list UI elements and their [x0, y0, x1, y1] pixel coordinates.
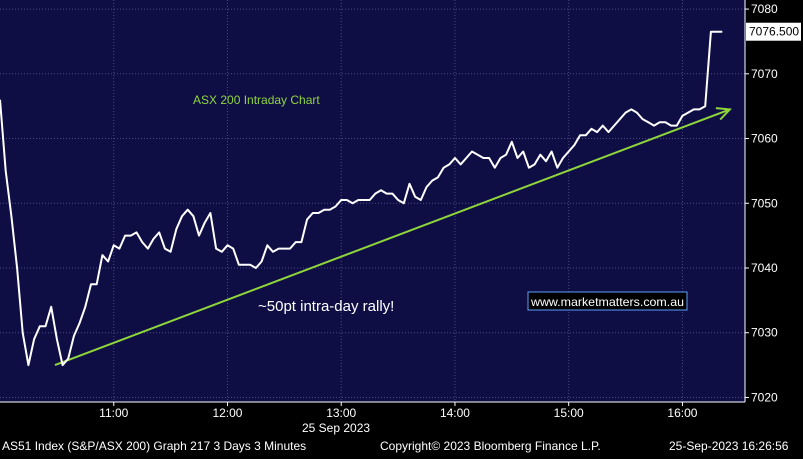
footer-center: Copyright© 2023 Bloomberg Finance L.P.	[380, 439, 601, 453]
axes: 7020 7030 7040 7050 7060 7070 7080 11:00 12:00 13…	[0, 0, 778, 420]
trend-line	[54, 108, 731, 367]
x-tick-label: 14:00	[440, 406, 470, 420]
x-axis-date-label: 25 Sep 2023	[302, 421, 370, 435]
x-tick-label: 11:00	[99, 406, 128, 420]
x-tick-label: 13:00	[326, 406, 356, 420]
y-tick-label: 7040	[751, 261, 778, 275]
y-tick-label: 7020	[751, 390, 778, 404]
y-tick-label: 7070	[751, 67, 778, 81]
grid-lines	[0, 0, 745, 402]
y-tick-label: 7060	[751, 132, 778, 146]
watermark-text: www.marketmatters.com.au	[530, 295, 684, 309]
trend-arrowhead	[715, 107, 732, 121]
footer-left: AS51 Index (S&P/ASX 200) Graph 217 3 Day…	[2, 439, 306, 453]
y-tick-label: 7050	[751, 196, 778, 210]
y-tick-label: 7030	[751, 326, 778, 340]
y-axis-panel	[745, 0, 803, 402]
x-tick-label: 16:00	[667, 406, 697, 420]
footer-right: 25-Sep-2023 16:26:56	[669, 439, 789, 453]
x-tick-label: 15:00	[554, 406, 584, 420]
trend-layer	[54, 107, 732, 367]
series-layer	[0, 30, 723, 367]
x-tick-label: 12:00	[212, 406, 242, 420]
footer-bar	[0, 436, 803, 454]
rally-annotation: ~50pt intra-day rally!	[258, 298, 394, 315]
plot-area	[0, 0, 745, 402]
watermark-box: www.marketmatters.com.au	[527, 291, 688, 311]
price-series-line	[0, 30, 723, 367]
chart-title: ASX 200 Intraday Chart	[193, 93, 320, 107]
y-tick-label: 7080	[751, 2, 778, 16]
last-price-label: 7076.500	[749, 25, 799, 39]
last-price-tag: 7076.500	[746, 22, 801, 41]
